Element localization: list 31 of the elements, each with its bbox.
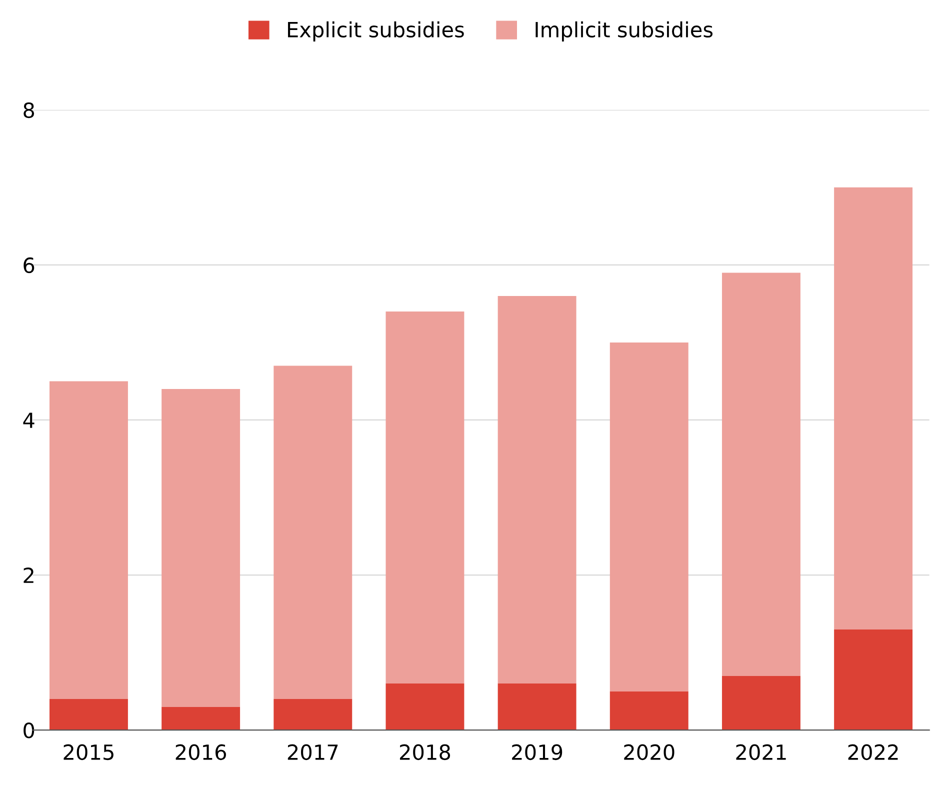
bar	[162, 388, 240, 707]
x-tick-label: 2018	[400, 744, 450, 760]
bar	[274, 699, 352, 730]
bar	[610, 342, 688, 692]
bar	[610, 691, 688, 730]
bar	[498, 296, 576, 684]
bar	[834, 629, 913, 730]
x-tick-label: 2016	[176, 744, 226, 760]
bar	[834, 187, 913, 630]
legend-label: Implicit subsidies	[536, 21, 713, 42]
y-tick-label: 8	[24, 102, 34, 118]
x-tick-label: 2020	[624, 744, 674, 760]
bar	[274, 366, 352, 700]
x-tick-label: 2017	[288, 744, 338, 760]
bar	[386, 311, 464, 684]
bar	[162, 706, 240, 730]
bar	[722, 676, 800, 730]
y-tick-label: 2	[24, 567, 34, 583]
x-tick-label: 2015	[64, 744, 114, 760]
legend-label: Explicit subsidies	[288, 21, 464, 42]
bar	[50, 381, 128, 700]
y-tick-label: 6	[24, 257, 34, 274]
bar	[386, 684, 464, 730]
y-tick-label: 0	[24, 722, 34, 738]
x-tick-label: 2021	[736, 744, 786, 760]
bar	[498, 684, 576, 730]
bar	[50, 699, 128, 730]
x-tick-label: 2022	[848, 744, 898, 760]
x-tick-label: 2019	[512, 744, 562, 760]
y-tick-label: 4	[23, 412, 34, 428]
bar	[722, 272, 800, 676]
